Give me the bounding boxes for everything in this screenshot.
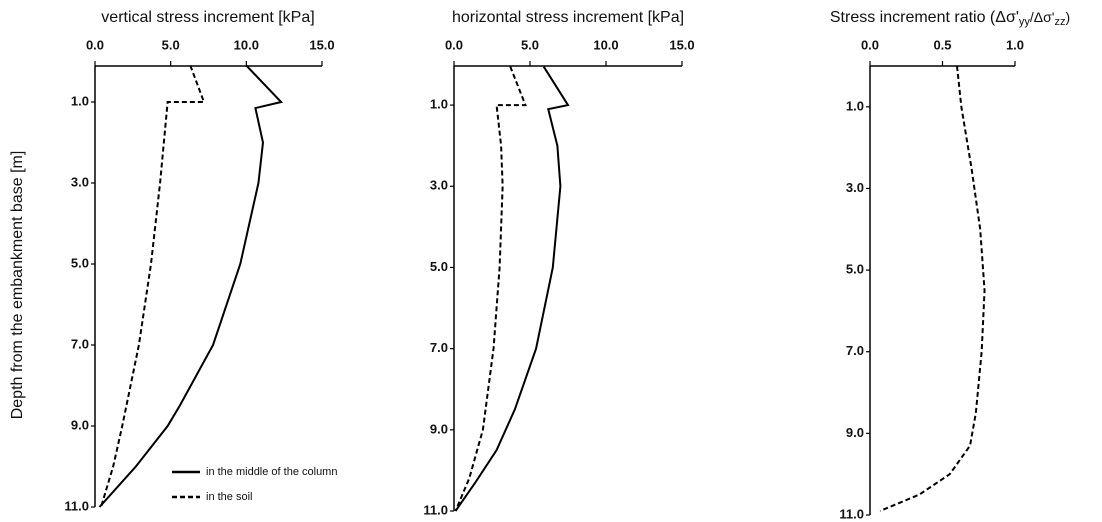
data-line [100,65,206,508]
x-tick-label: 10.0 [234,37,259,52]
x-tick-label: 5.0 [162,37,180,52]
y-tick-label: 1.0 [846,98,864,113]
x-tick-label: 0.0 [86,37,104,52]
chart-title: Stress increment ratio (Δσ'yy/Δσ'zz) [830,9,1070,28]
data-line [879,65,986,512]
y-tick-label: 1.0 [430,97,448,112]
legend-label: in the soil [206,491,252,503]
y-tick-label: 1.0 [71,93,89,108]
x-tick-label: 5.0 [521,37,539,52]
y-tick-label: 7.0 [71,336,89,351]
title-part: zz [1054,16,1065,28]
y-tick-label: 11.0 [839,506,864,521]
y-tick-label: 9.0 [846,425,864,440]
x-tick-label: 15.0 [309,37,334,52]
y-tick-label: 3.0 [430,178,448,193]
data-line [454,65,570,512]
title-part: yy [1019,16,1031,28]
x-tick-label: 0.0 [445,37,463,52]
y-tick-label: 11.0 [423,502,448,517]
y-tick-label: 9.0 [71,417,89,432]
x-tick-label: 15.0 [669,37,694,52]
title-part: Stress increment ratio (Δσ' [830,9,1019,26]
title-part: ) [1065,9,1070,25]
y-tick-label: 11.0 [64,498,89,513]
x-tick-label: 10.0 [593,37,618,52]
y-tick-label: 7.0 [846,343,864,358]
title-part: /Δσ' [1030,9,1055,25]
chart-title: vertical stress increment [kPa] [101,9,314,26]
x-tick-label: 1.0 [1006,37,1024,52]
data-line [454,66,527,512]
x-tick-label: 0.5 [933,37,951,52]
y-tick-label: 5.0 [71,255,89,270]
chart-title: horizontal stress increment [kPa] [452,9,684,26]
y-axis-label: Depth from the embankment base [m] [9,151,26,420]
y-tick-label: 3.0 [71,174,89,189]
legend-label: in the middle of the column [206,466,337,478]
data-line [98,64,284,508]
y-tick-label: 3.0 [846,180,864,195]
y-tick-label: 5.0 [430,259,448,274]
y-tick-label: 5.0 [846,262,864,277]
y-tick-label: 9.0 [430,421,448,436]
x-tick-label: 0.0 [861,37,879,52]
y-tick-label: 7.0 [430,340,448,355]
